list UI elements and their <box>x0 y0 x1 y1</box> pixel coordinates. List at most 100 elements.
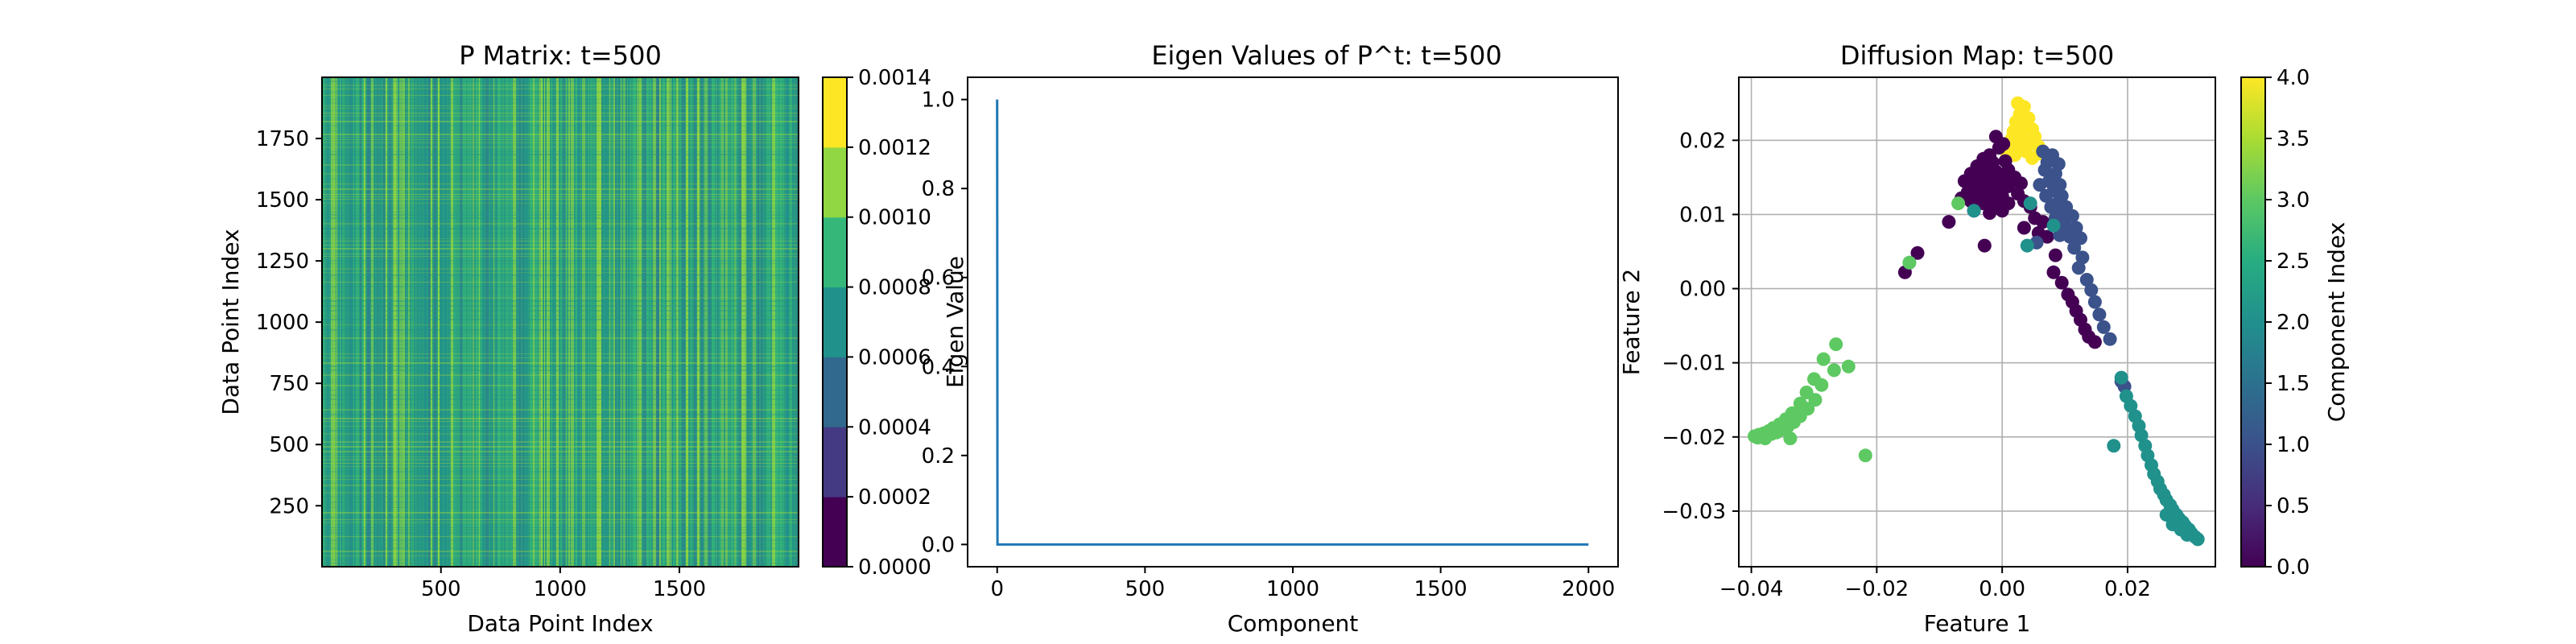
heatmap-row <box>322 456 799 457</box>
colorbar-tick-label: 0.0008 <box>858 276 931 300</box>
heatmap-column <box>341 77 342 567</box>
p-matrix-x-ticks: 500 1000 1500 <box>421 567 706 601</box>
heatmap-column <box>758 77 759 567</box>
scatter-point <box>2036 215 2050 229</box>
heatmap-column <box>473 77 474 567</box>
heatmap-column <box>717 77 718 567</box>
x-tick-label: 0.02 <box>2104 577 2151 601</box>
heatmap-row <box>322 536 799 537</box>
heatmap-row <box>322 238 799 239</box>
p-matrix-heatmap <box>322 77 799 567</box>
heatmap-row <box>322 263 799 264</box>
heatmap-column <box>453 77 454 567</box>
heatmap-column <box>440 77 443 567</box>
heatmap-row <box>322 199 799 200</box>
heatmap-column <box>485 77 489 567</box>
heatmap-row <box>322 85 799 86</box>
scatter-point <box>2071 261 2086 275</box>
diffusion-title: Diffusion Map: t=500 <box>1840 40 2114 71</box>
scatter-point <box>2014 176 2028 191</box>
heatmap-column <box>431 77 432 567</box>
heatmap-column <box>524 77 527 567</box>
heatmap-row <box>322 517 799 518</box>
scatter-point <box>2124 398 2138 413</box>
heatmap-column <box>336 77 337 567</box>
heatmap-column <box>761 77 763 567</box>
heatmap-column <box>519 77 521 567</box>
heatmap-row <box>322 519 799 520</box>
x-tick-label: 500 <box>1125 577 1166 601</box>
scatter-point <box>1829 337 1843 352</box>
heatmap-column <box>765 77 766 567</box>
heatmap-column <box>637 77 639 567</box>
heatmap-row <box>322 203 799 204</box>
diffusion-colorbar-label: Component Index <box>2323 222 2350 423</box>
scatter-point <box>2044 200 2058 214</box>
eigen-panel: Eigen Values of P^t: t=500 0 500 1000 1500 2… <box>922 40 1619 637</box>
heatmap-column <box>506 77 509 567</box>
heatmap-column <box>408 77 410 567</box>
y-tick-label: 1500 <box>256 188 309 213</box>
heatmap-row <box>322 256 799 257</box>
colorbar-tick-label: 0.0002 <box>858 485 931 510</box>
heatmap-column <box>530 77 533 567</box>
heatmap-row <box>322 212 799 213</box>
heatmap-row <box>322 196 799 197</box>
scatter-point <box>2040 229 2054 244</box>
scatter-point <box>2087 295 2102 309</box>
heatmap-row <box>322 217 799 219</box>
colorbar-level <box>823 287 847 357</box>
heatmap-row <box>322 151 799 152</box>
heatmap-column <box>551 77 552 567</box>
x-tick-label: 0.00 <box>1979 577 2025 601</box>
heatmap-row <box>322 365 799 367</box>
heatmap-column <box>451 77 453 567</box>
colorbar-tick-label: 4.0 <box>2277 66 2310 90</box>
scatter-point <box>2114 370 2128 385</box>
heatmap-column <box>643 77 646 567</box>
heatmap-column <box>716 77 717 567</box>
heatmap-row <box>322 555 799 556</box>
heatmap-column <box>522 77 524 567</box>
scatter-point <box>2103 332 2117 346</box>
heatmap-column <box>444 77 447 567</box>
scatter-point <box>1814 378 1829 392</box>
heatmap-row <box>322 282 799 283</box>
heatmap-row <box>322 105 799 106</box>
heatmap-column <box>567 77 568 567</box>
heatmap-row <box>322 492 799 493</box>
heatmap-column <box>588 77 589 567</box>
heatmap-row <box>322 286 799 287</box>
heatmap-column <box>379 77 382 567</box>
heatmap-column <box>360 77 361 567</box>
heatmap-row <box>322 505 799 506</box>
heatmap-column <box>712 77 715 567</box>
heatmap-row <box>322 268 799 270</box>
heatmap-row <box>322 385 799 386</box>
colorbar-level <box>823 147 847 218</box>
p-matrix-y-ticks: 250 500 750 1000 1250 1500 1750 <box>256 127 322 518</box>
heatmap-column <box>428 77 430 567</box>
heatmap-row <box>322 502 799 503</box>
heatmap-column <box>671 77 673 567</box>
heatmap-column <box>678 77 679 567</box>
heatmap-column <box>775 77 778 567</box>
scatter-point <box>2180 527 2194 542</box>
heatmap-row <box>322 102 799 104</box>
heatmap-column <box>753 77 756 567</box>
heatmap-column <box>795 77 798 567</box>
heatmap-column <box>560 77 561 567</box>
colorbar-frame <box>822 76 848 568</box>
heatmap-row <box>322 382 799 383</box>
heatmap-column <box>513 77 516 567</box>
heatmap-row <box>322 80 799 82</box>
heatmap-row <box>322 471 799 473</box>
scatter-point <box>1808 393 1823 407</box>
heatmap-row <box>322 551 799 552</box>
heatmap-row <box>322 125 799 126</box>
heatmap-column <box>790 77 792 567</box>
heatmap-row <box>322 479 799 480</box>
colorbar-tick-label: 1.0 <box>2277 433 2310 457</box>
heatmap-column <box>561 77 562 567</box>
heatmap-row <box>322 451 799 452</box>
